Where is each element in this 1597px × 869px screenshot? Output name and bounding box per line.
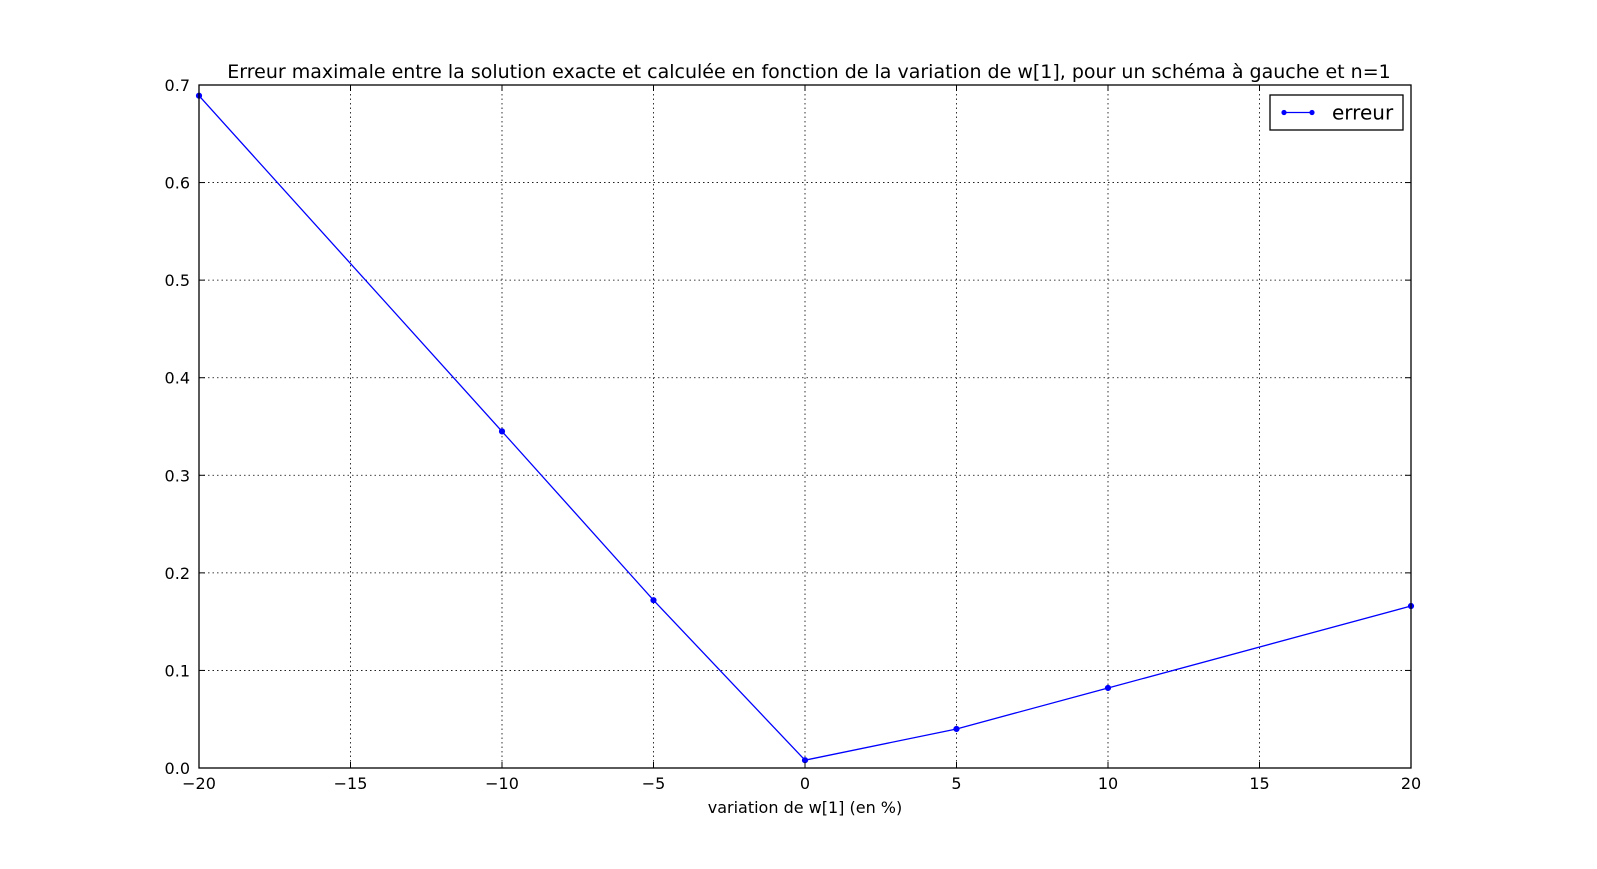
y-tick-label: 0.5 — [165, 271, 190, 290]
y-tick-label: 0.7 — [165, 76, 190, 95]
data-point — [498, 428, 506, 435]
x-axis-label: variation de w[1] (en %) — [708, 798, 903, 817]
legend: erreur — [1269, 94, 1404, 131]
x-tick-label: −15 — [334, 774, 368, 793]
x-tick-label: −20 — [182, 774, 216, 793]
grid — [199, 85, 1411, 768]
legend-label-erreur: erreur — [1332, 101, 1394, 125]
ticks: −20 −15 −10 −5 0 5 10 15 20 0.0 0.1 0.2 0.3 0.4 0.5 0.6… — [165, 76, 1422, 793]
y-tick-label: 0.3 — [165, 466, 190, 485]
data-point — [953, 725, 960, 733]
x-tick-label: 15 — [1249, 774, 1269, 793]
x-tick-label: 0 — [800, 774, 810, 793]
x-tick-label: −5 — [642, 774, 666, 793]
series-layer — [195, 92, 1415, 764]
y-tick-label: 0.1 — [165, 661, 190, 680]
x-tick-label: 5 — [951, 774, 961, 793]
legend-marker — [1309, 109, 1315, 116]
x-tick-label: 10 — [1098, 774, 1118, 793]
data-point — [650, 597, 657, 604]
y-tick-label: 0.6 — [165, 174, 190, 193]
y-tick-label: 0.2 — [165, 564, 190, 583]
legend-marker — [1281, 109, 1287, 116]
y-tick-label: 0.0 — [165, 759, 190, 778]
y-tick-label: 0.4 — [165, 369, 190, 388]
x-tick-label: −10 — [485, 774, 519, 793]
chart-title: Erreur maximale entre la solution exacte… — [227, 61, 1390, 83]
x-tick-label: 20 — [1401, 774, 1421, 793]
data-point — [1104, 684, 1112, 692]
